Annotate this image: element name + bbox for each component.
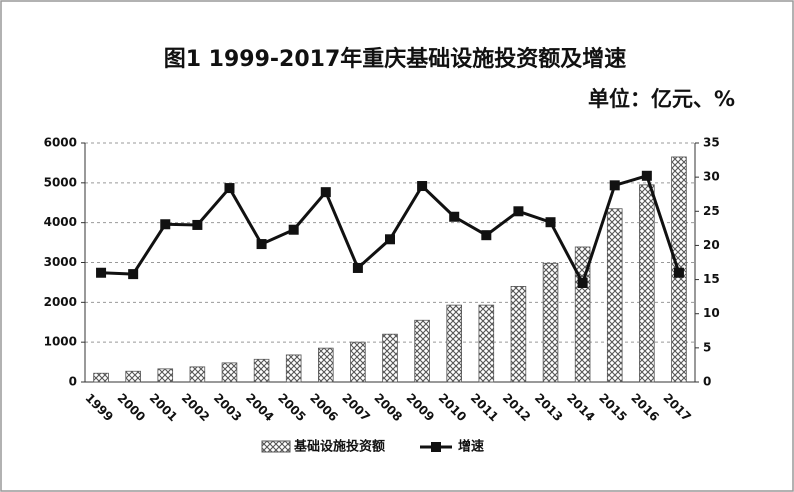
bar	[414, 319, 430, 383]
line-marker	[481, 230, 492, 241]
legend-swatch	[261, 440, 291, 453]
y2-tick-label: 20	[703, 238, 720, 252]
bar	[253, 358, 270, 383]
line-marker	[577, 277, 588, 288]
line-marker	[545, 217, 556, 228]
bar	[93, 372, 109, 383]
line-marker	[224, 183, 235, 194]
y-tick-label: 2000	[44, 295, 77, 309]
y2-tick-label: 0	[703, 375, 711, 389]
line-marker	[320, 187, 331, 198]
bar	[446, 304, 462, 383]
bar	[157, 368, 174, 383]
y2-tick-label: 25	[703, 204, 720, 218]
bar	[639, 184, 655, 383]
y2-tick-label: 5	[703, 340, 711, 354]
chart-subtitle: 单位：亿元、%	[588, 87, 735, 111]
line-marker	[417, 181, 428, 192]
bar	[350, 341, 366, 383]
line-marker	[673, 267, 684, 278]
legend: 基础设施投资额 增速	[261, 439, 484, 455]
line-marker	[160, 219, 171, 230]
y2-tick-label: 30	[703, 170, 720, 184]
y-tick-label: 0	[69, 375, 77, 389]
bar	[318, 347, 334, 383]
line-marker	[192, 219, 203, 230]
line-marker	[128, 269, 139, 280]
bar	[285, 354, 302, 383]
line-marker	[385, 234, 395, 245]
y2-tick-label: 15	[703, 272, 720, 286]
y-tick-label: 4000	[44, 215, 77, 229]
y2-tick-label: 35	[703, 136, 720, 150]
bar	[510, 285, 527, 383]
y-tick-label: 1000	[44, 335, 77, 349]
y-tick-label: 5000	[44, 175, 77, 189]
legend-label: 增速	[458, 439, 484, 455]
chart-title: 图1 1999-2017年重庆基础设施投资额及增速	[164, 46, 627, 72]
line-marker	[96, 267, 107, 278]
line-marker	[641, 170, 652, 181]
line-marker	[256, 239, 267, 250]
bar	[542, 262, 559, 383]
bar	[125, 370, 141, 383]
line-marker	[288, 224, 299, 235]
bar	[382, 333, 398, 383]
y-tick-label: 3000	[44, 255, 77, 269]
bar	[478, 304, 495, 383]
line-marker	[513, 206, 524, 217]
bar	[221, 362, 238, 383]
bar	[189, 366, 206, 383]
line-marker	[609, 180, 620, 191]
line-marker	[352, 262, 363, 273]
y2-tick-label: 10	[703, 306, 720, 320]
legend-marker	[431, 442, 441, 452]
line-marker	[449, 211, 460, 222]
y-tick-label: 6000	[44, 136, 77, 150]
bar	[606, 208, 623, 383]
legend-label: 基础设施投资额	[293, 439, 385, 455]
